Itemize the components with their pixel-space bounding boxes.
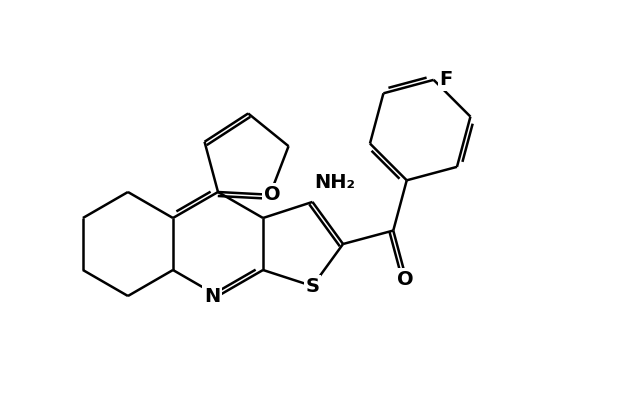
- Text: S: S: [305, 277, 319, 296]
- Text: O: O: [397, 270, 413, 289]
- Text: O: O: [264, 185, 280, 204]
- Text: N: N: [204, 287, 220, 305]
- Text: F: F: [440, 70, 453, 89]
- Text: NH₂: NH₂: [314, 173, 355, 192]
